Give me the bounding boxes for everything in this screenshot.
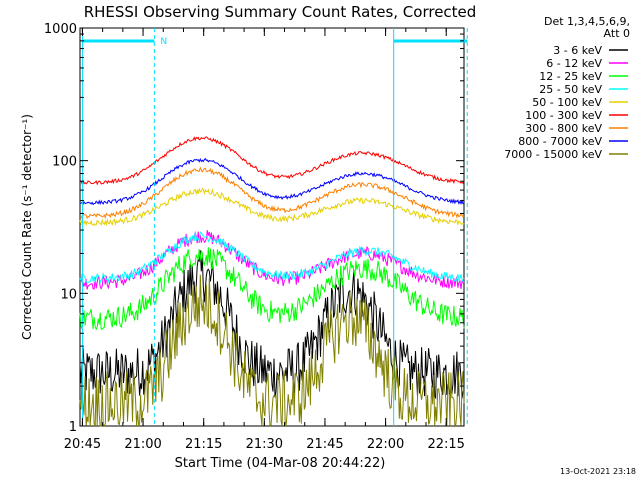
x-tick-label-0: 20:45	[64, 437, 101, 452]
series-line-800-7000-kev	[79, 157, 465, 206]
x-axis-label: Start Time (04-Mar-08 20:44:22)	[175, 456, 386, 471]
series-line-7000-15000-kev	[79, 274, 465, 428]
legend-label-50-100-kev: 50 - 100 keV	[532, 96, 602, 109]
x-tick-label-2: 21:15	[185, 437, 222, 452]
legend-header-line-1: Det 1,3,4,5,6,9,	[544, 15, 630, 28]
series-line-50-100-kev	[79, 187, 465, 227]
flag-label: N	[160, 37, 167, 47]
legend-label-6-12-kev: 6 - 12 keV	[546, 57, 602, 70]
y-axis-label: Corrected Count Rate (s⁻¹ detector⁻¹)	[20, 114, 34, 340]
series-line-25-50-kev	[79, 231, 465, 285]
series-line-3-6-kev	[79, 250, 465, 400]
plot-frame	[79, 27, 465, 427]
y-tick-label-3: 1000	[44, 22, 77, 37]
y-tick-label-0: 1	[69, 420, 77, 435]
legend-label-25-50-kev: 25 - 50 keV	[539, 83, 602, 96]
plot-area: N 20:45 21:00 21:15 21:30 21:45 22:00 22:15 1 10…	[44, 22, 468, 452]
series-layer	[79, 136, 465, 428]
legend-label-7000-15000-kev: 7000 - 15000 keV	[504, 148, 602, 161]
legend-header-line-2: Att 0	[604, 27, 630, 40]
flag-layer: N	[81, 28, 468, 426]
x-tick-label-5: 22:00	[367, 437, 404, 452]
series-line-100-300-kev	[79, 136, 465, 186]
legend-label-300-800-kev: 300 - 800 keV	[525, 122, 602, 135]
y-tick-label-2: 100	[52, 155, 77, 170]
legend-label-12-25-kev: 12 - 25 keV	[539, 70, 602, 83]
legend-label-100-300-kev: 100 - 300 keV	[525, 109, 602, 122]
y-tick-label-1: 10	[60, 287, 77, 302]
chart-title: RHESSI Observing Summary Count Rates, Co…	[84, 3, 477, 21]
x-tick-label-1: 21:00	[124, 437, 161, 452]
x-tick-label-4: 21:45	[306, 437, 343, 452]
legend-label-3-6-kev: 3 - 6 keV	[553, 44, 602, 57]
x-tick-label-6: 22:15	[427, 437, 464, 452]
x-tick-label-3: 21:30	[246, 437, 283, 452]
legend-label-800-7000-kev: 800 - 7000 keV	[518, 135, 602, 148]
footer-timestamp: 13-Oct-2021 23:18	[560, 467, 636, 476]
series-line-12-25-kev	[79, 247, 465, 331]
axes-layer: 20:45 21:00 21:15 21:30 21:45 22:00 22:15 1 10 10…	[44, 22, 465, 452]
series-line-300-800-kev	[80, 166, 465, 220]
